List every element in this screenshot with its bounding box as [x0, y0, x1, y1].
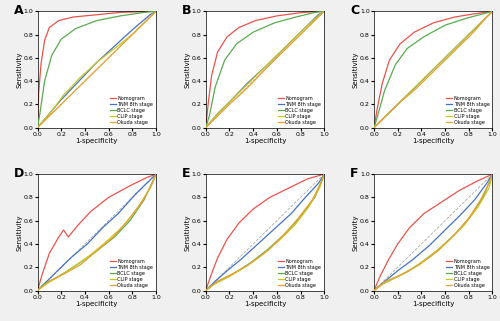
Text: E: E	[182, 167, 190, 180]
X-axis label: 1-specificity: 1-specificity	[76, 138, 118, 144]
Text: B: B	[182, 4, 192, 17]
X-axis label: 1-specificity: 1-specificity	[76, 301, 118, 307]
Y-axis label: Sensitivity: Sensitivity	[352, 51, 358, 88]
Legend: Nomogram, TNM 8th stage, BCLC stage, CLIP stage, Okuda stage: Nomogram, TNM 8th stage, BCLC stage, CLI…	[110, 258, 154, 288]
Legend: Nomogram, TNM 8th stage, BCLC stage, CLIP stage, Okuda stage: Nomogram, TNM 8th stage, BCLC stage, CLI…	[446, 95, 490, 125]
Legend: Nomogram, TNM 8th stage, BCLC stage, CLIP stage, Okuda stage: Nomogram, TNM 8th stage, BCLC stage, CLI…	[446, 258, 490, 288]
Legend: Nomogram, TNM 8th stage, BCLC stage, CLIP stage, Okuda stage: Nomogram, TNM 8th stage, BCLC stage, CLI…	[278, 95, 322, 125]
X-axis label: 1-specificity: 1-specificity	[244, 138, 286, 144]
X-axis label: 1-specificity: 1-specificity	[412, 138, 455, 144]
Y-axis label: Sensitivity: Sensitivity	[16, 214, 22, 251]
Y-axis label: Sensitivity: Sensitivity	[352, 214, 358, 251]
Y-axis label: Sensitivity: Sensitivity	[16, 51, 22, 88]
Text: C: C	[350, 4, 360, 17]
X-axis label: 1-specificity: 1-specificity	[244, 301, 286, 307]
Text: D: D	[14, 167, 24, 180]
X-axis label: 1-specificity: 1-specificity	[412, 301, 455, 307]
Legend: Nomogram, TNM 8th stage, BCLC stage, CLIP stage, Okuda stage: Nomogram, TNM 8th stage, BCLC stage, CLI…	[278, 258, 322, 288]
Legend: Nomogram, TNM 8th stage, BCLC stage, CLIP stage, Okuda stage: Nomogram, TNM 8th stage, BCLC stage, CLI…	[110, 95, 154, 125]
Y-axis label: Sensitivity: Sensitivity	[184, 51, 190, 88]
Text: F: F	[350, 167, 359, 180]
Text: A: A	[14, 4, 24, 17]
Y-axis label: Sensitivity: Sensitivity	[184, 214, 190, 251]
